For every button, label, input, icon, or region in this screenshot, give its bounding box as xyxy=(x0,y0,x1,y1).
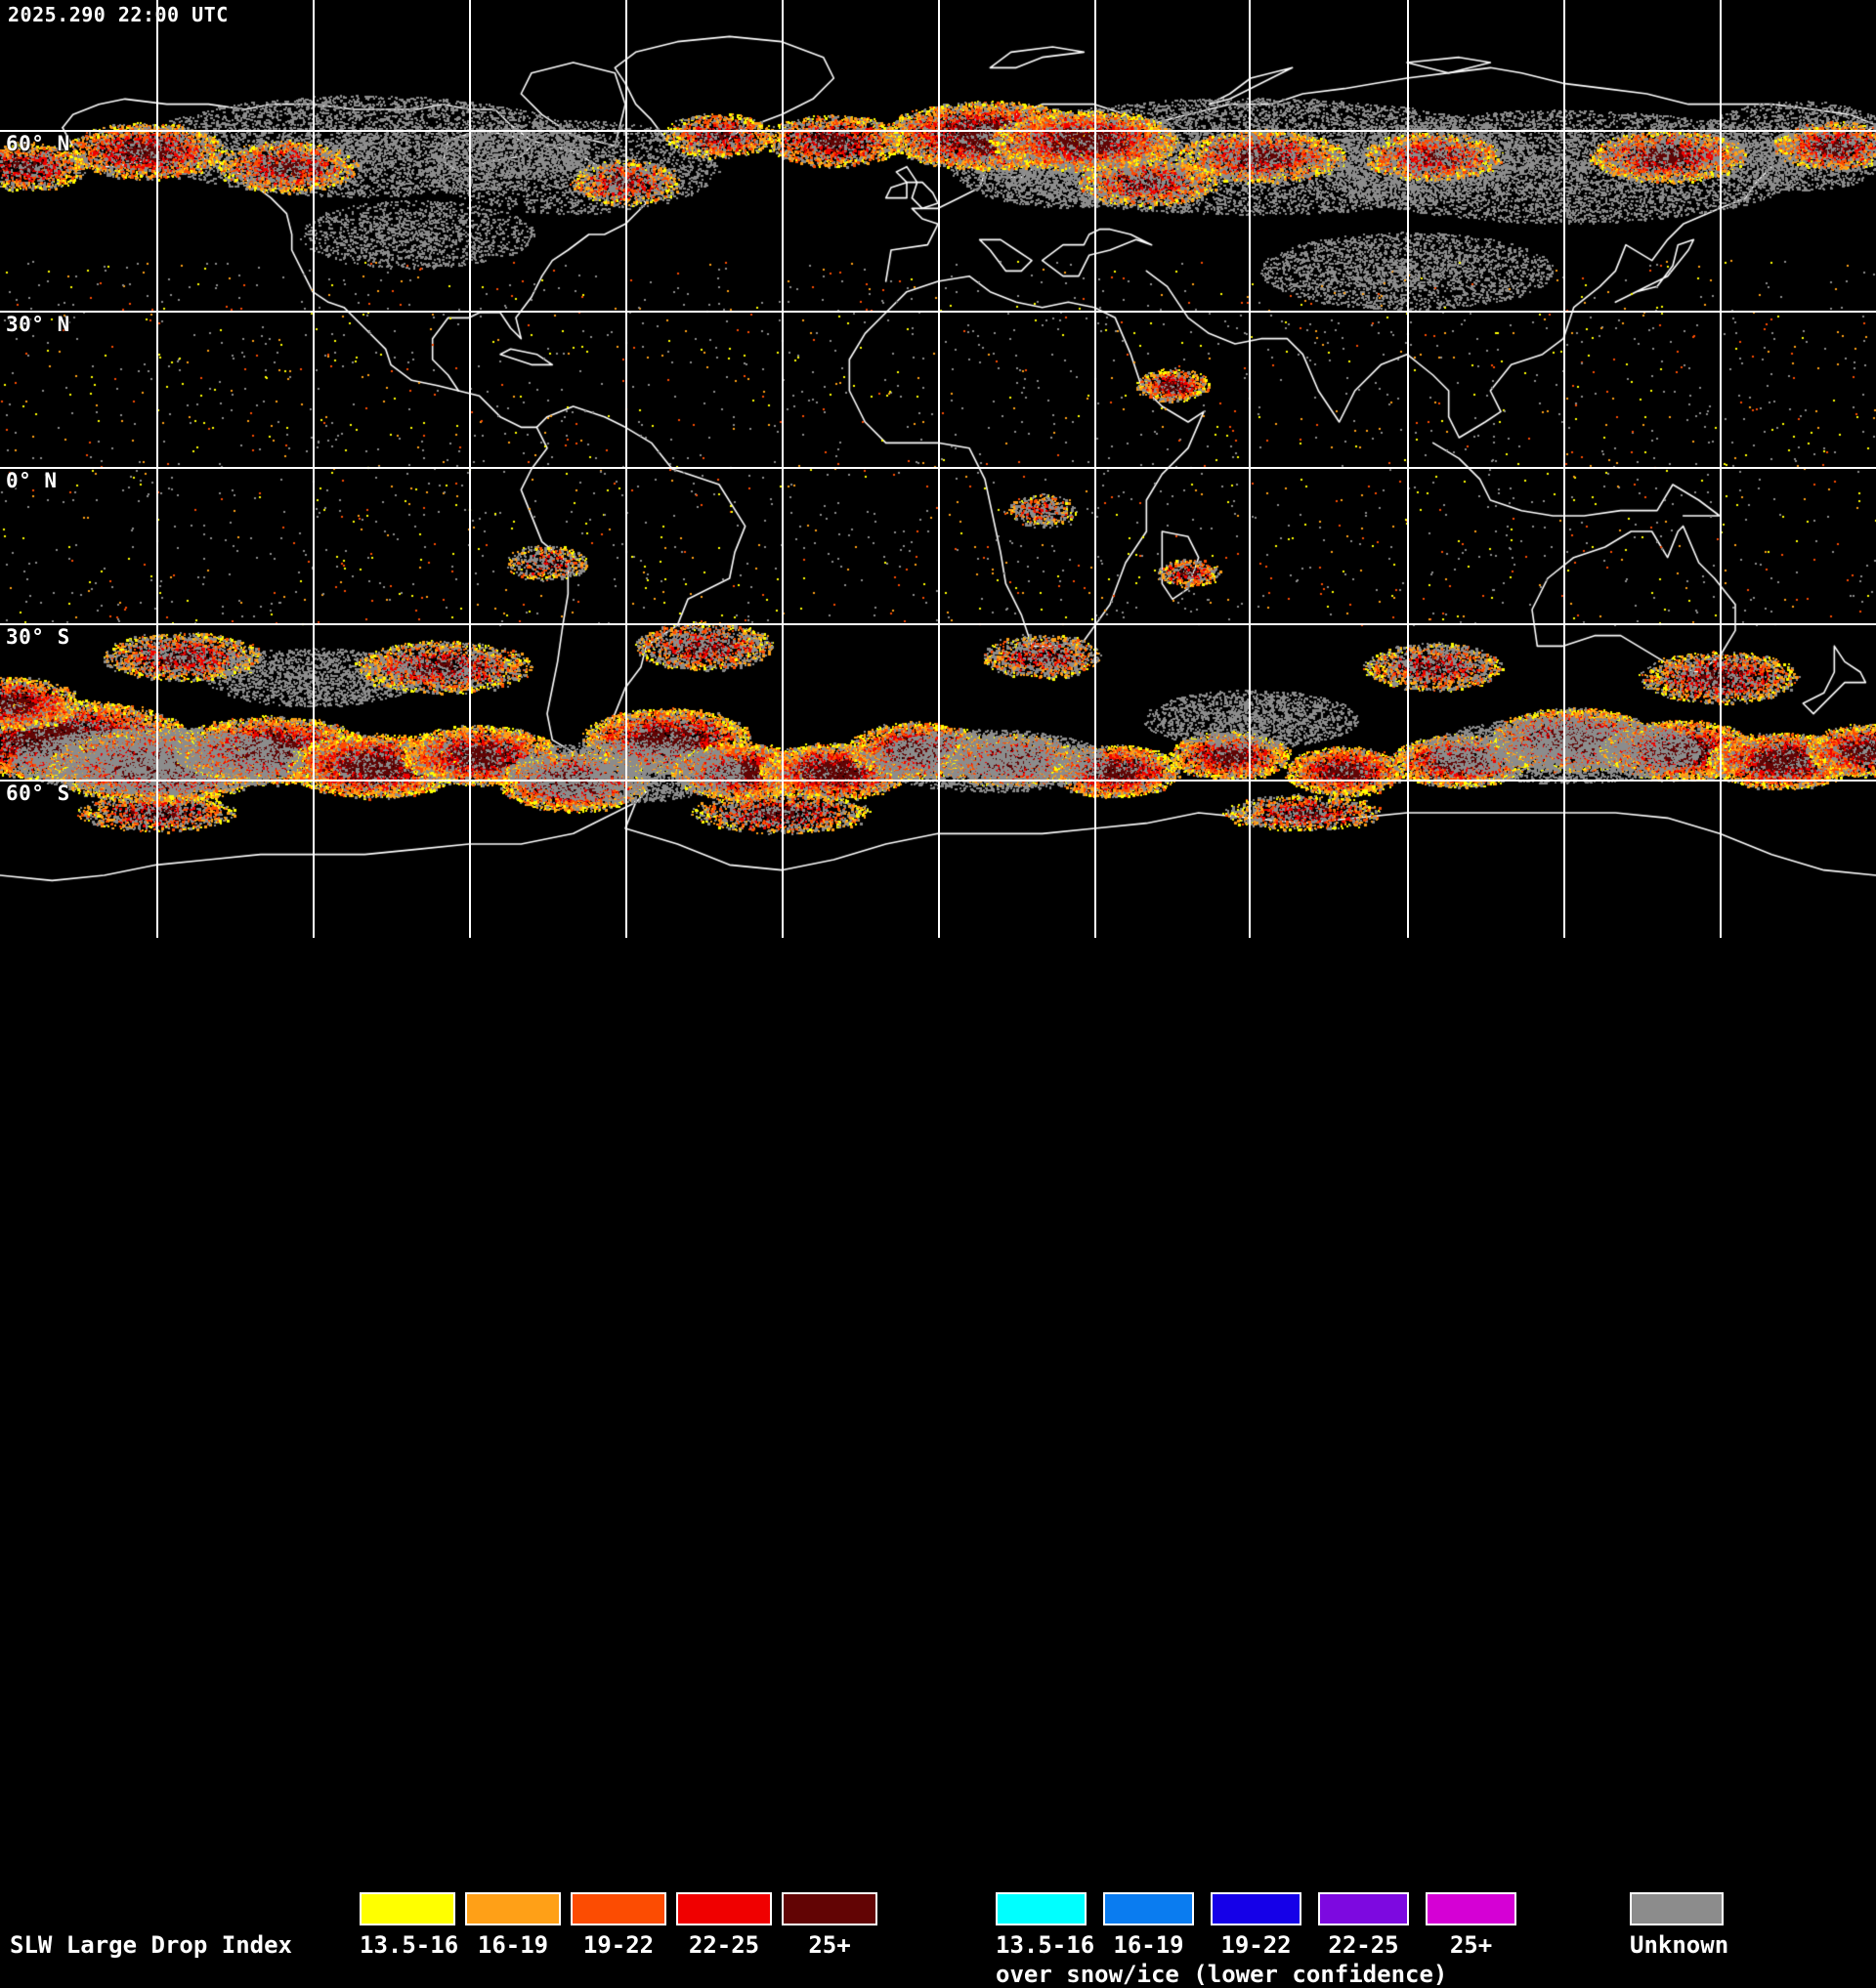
legend-clear-4-swatch xyxy=(782,1892,877,1925)
legend-snowice-2-swatch xyxy=(1211,1892,1301,1925)
legend-snowice-1-label: 16-19 xyxy=(1113,1931,1184,1959)
legend-snowice-1-swatch xyxy=(1103,1892,1194,1925)
latitude-label: 60° N xyxy=(6,132,70,155)
legend-clear-2-swatch xyxy=(571,1892,666,1925)
legend-clear-0-label: 13.5-16 xyxy=(360,1931,459,1959)
legend-title: SLW Large Drop Index xyxy=(10,1931,292,1959)
slw-index-raster xyxy=(0,0,1876,938)
legend-clear-3-label: 22-25 xyxy=(688,1931,760,1959)
legend-snowice-4-swatch xyxy=(1426,1892,1516,1925)
latitude-label: 0° N xyxy=(6,469,58,492)
legend-snowice-2-label: 19-22 xyxy=(1220,1931,1292,1959)
legend-clear-1-label: 16-19 xyxy=(477,1931,549,1959)
timestamp-label: 2025.290 22:00 UTC xyxy=(8,3,229,26)
legend-clear-0-swatch xyxy=(360,1892,455,1925)
legend-clear-3-swatch xyxy=(676,1892,772,1925)
legend-clear-1-swatch xyxy=(465,1892,561,1925)
legend-clear-2-label: 19-22 xyxy=(582,1931,655,1959)
legend-snowice-4-label: 25+ xyxy=(1449,1931,1493,1959)
legend-unknown-label: Unknown xyxy=(1630,1931,1729,1959)
legend-snowice-3-label: 22-25 xyxy=(1328,1931,1399,1959)
latitude-label: 60° S xyxy=(6,782,70,805)
legend-snowice-0-label: 13.5-16 xyxy=(996,1931,1095,1959)
latitude-label: 30° N xyxy=(6,313,70,336)
snow-ice-caption: over snow/ice (lower confidence) xyxy=(996,1961,1448,1988)
global-map-panel[interactable]: 60° N 30° N 0° N 30° S 60° S 2025.290 22:00 … xyxy=(0,0,1876,938)
legend-panel: SLW Large Drop Index 13.5-16 16-19 19-22 22… xyxy=(0,938,1876,1988)
legend-snowice-0-swatch xyxy=(996,1892,1087,1925)
latitude-label: 30° S xyxy=(6,625,70,649)
legend-snowice-3-swatch xyxy=(1318,1892,1409,1925)
legend-clear-4-label: 25+ xyxy=(808,1931,851,1959)
legend-unknown-swatch xyxy=(1630,1892,1724,1925)
